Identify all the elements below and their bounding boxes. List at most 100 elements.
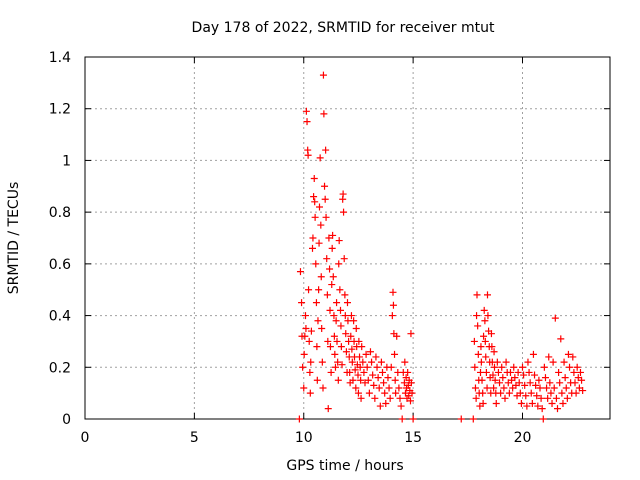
data-point: [309, 244, 316, 252]
data-point: [302, 107, 310, 115]
data-point: [334, 376, 342, 384]
data-point: [317, 221, 325, 229]
y-tick-label: 0.4: [49, 309, 71, 325]
data-point: [323, 255, 331, 263]
plot-frame: [84, 56, 611, 420]
data-point: [310, 193, 318, 201]
data-point: [498, 363, 506, 371]
data-point: [340, 208, 348, 216]
data-point: [477, 358, 485, 366]
data-point: [379, 368, 386, 376]
y-tick-label: 1.2: [49, 102, 71, 118]
data-point: [335, 237, 343, 245]
data-point: [312, 260, 320, 268]
data-point: [473, 291, 481, 299]
data-point: [541, 374, 549, 382]
data-point: [484, 291, 491, 299]
data-point: [337, 322, 345, 330]
data-point: [395, 384, 403, 392]
data-point: [477, 343, 485, 351]
data-point: [499, 374, 507, 382]
data-point: [386, 394, 394, 402]
data-point: [375, 384, 383, 392]
x-tick-label: 5: [190, 430, 199, 446]
data-point: [322, 213, 330, 221]
data-point: [324, 337, 332, 345]
y-axis-label: SRMTID / TECUs: [6, 182, 22, 295]
chart-title: Day 178 of 2022, SRMTID for receiver mtu…: [192, 20, 495, 36]
data-points: [295, 71, 587, 423]
y-tick-label: 1: [62, 153, 71, 169]
data-point: [325, 234, 333, 242]
data-point: [401, 358, 409, 366]
data-point: [300, 384, 308, 392]
data-point: [560, 358, 568, 366]
data-point: [323, 291, 331, 299]
data-point: [331, 363, 339, 371]
data-point: [534, 402, 542, 410]
data-point: [540, 363, 548, 371]
data-point: [497, 389, 505, 397]
data-point: [337, 343, 345, 351]
data-point: [296, 268, 304, 276]
data-point: [483, 384, 491, 392]
data-point: [376, 402, 384, 410]
data-point: [295, 415, 303, 423]
data-point: [578, 376, 586, 384]
data-point: [337, 306, 344, 314]
data-point: [515, 379, 523, 387]
data-point: [318, 358, 326, 366]
data-point: [321, 182, 329, 190]
data-point: [479, 399, 487, 407]
data-point: [326, 306, 334, 314]
data-point: [329, 273, 337, 281]
data-point: [491, 376, 499, 384]
data-point: [352, 325, 360, 332]
data-point: [332, 317, 340, 325]
data-point: [314, 317, 322, 325]
data-point: [481, 317, 489, 325]
data-point: [539, 415, 547, 423]
data-point: [310, 175, 318, 183]
data-point: [341, 291, 349, 299]
data-point: [347, 332, 355, 340]
data-point: [511, 374, 519, 382]
data-point: [331, 350, 339, 358]
data-point: [352, 384, 360, 392]
x-axis-label: GPS time / hours: [286, 458, 403, 474]
data-point: [524, 358, 532, 366]
data-point: [346, 368, 354, 376]
data-point: [536, 384, 544, 392]
data-point: [350, 317, 358, 325]
data-point: [374, 374, 382, 382]
data-point: [328, 244, 336, 252]
data-point: [324, 405, 332, 413]
data-point: [311, 198, 319, 206]
data-point: [330, 312, 338, 320]
data-point: [496, 379, 504, 387]
data-point: [572, 389, 580, 397]
data-point: [523, 402, 531, 410]
data-point: [478, 376, 486, 384]
data-point: [525, 368, 533, 376]
data-point: [372, 353, 380, 361]
data-point: [396, 394, 404, 402]
data-point: [552, 394, 560, 402]
data-point: [364, 376, 372, 384]
data-point: [551, 314, 559, 322]
data-point: [492, 399, 500, 407]
data-point: [482, 353, 490, 361]
data-point: [304, 151, 312, 159]
data-point: [307, 358, 315, 366]
data-point: [334, 358, 342, 366]
data-point: [307, 327, 315, 335]
data-point: [338, 361, 346, 369]
data-point: [302, 325, 310, 332]
data-point: [559, 399, 567, 407]
data-point: [557, 335, 565, 343]
data-point: [342, 348, 350, 356]
data-point: [330, 332, 338, 340]
data-point: [526, 379, 534, 387]
data-point: [351, 366, 359, 374]
